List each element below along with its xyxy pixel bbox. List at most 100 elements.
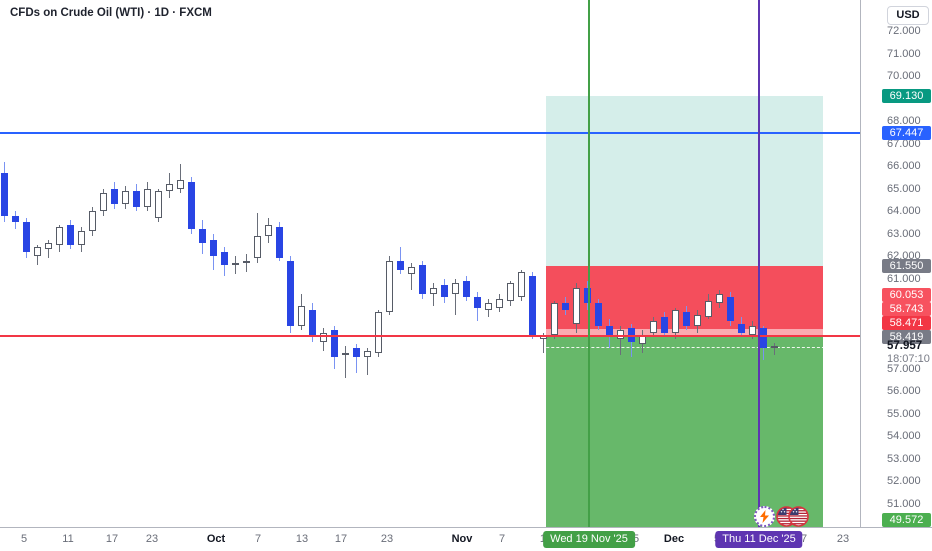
target-range-top-label[interactable]: 69.130	[882, 88, 931, 103]
red-level-2-label[interactable]: 58.743	[882, 301, 931, 316]
candle	[386, 260, 393, 313]
candle	[716, 294, 723, 304]
candle	[331, 330, 338, 358]
chart-plot-area[interactable]	[0, 0, 860, 527]
entry-band-zone[interactable]	[546, 329, 823, 337]
candle	[155, 190, 162, 218]
candle	[100, 193, 107, 211]
candle-wick	[235, 256, 236, 274]
candle	[727, 296, 734, 322]
candle	[584, 287, 591, 304]
day-tick: 11	[62, 533, 74, 545]
candle-wick	[433, 283, 434, 306]
candle	[595, 303, 602, 326]
candle	[441, 285, 448, 297]
candle	[705, 301, 712, 317]
candle	[650, 321, 657, 333]
candle	[243, 260, 250, 263]
price-tick: 66.000	[887, 160, 921, 172]
candle-wick	[48, 240, 49, 259]
candle-wick	[620, 325, 621, 355]
green-vertical-line[interactable]	[588, 0, 590, 527]
candle	[452, 283, 459, 295]
purple-vertical-line[interactable]	[758, 0, 760, 527]
candle	[397, 260, 404, 270]
symbol-title[interactable]: CFDs on Crude Oil (WTI) · 1D · FXCM	[10, 7, 212, 19]
red-horizontal-line[interactable]	[0, 335, 860, 338]
candle	[683, 312, 690, 326]
price-tick: 65.000	[887, 182, 921, 195]
price-tick: 51.000	[887, 497, 921, 510]
candle	[562, 303, 569, 310]
stickers-group	[754, 506, 810, 527]
candle	[375, 312, 382, 353]
time-axis[interactable]: 5111723Oct7131723Nov71325Dec51723 Wed 19…	[0, 527, 932, 551]
stop-level-label[interactable]: 61.550	[882, 259, 931, 274]
currency-button[interactable]: USD	[887, 6, 929, 25]
take-profit-label[interactable]: 49.572	[882, 513, 931, 527]
candle	[606, 325, 613, 335]
purple-vline-date-badge[interactable]: Thu 11 Dec '25	[715, 531, 803, 548]
candle	[166, 184, 173, 191]
us-flag-icon	[788, 506, 809, 527]
lightning-sticker[interactable]	[754, 506, 775, 527]
price-axis[interactable]: USD 72.000 71.000 70.000 68.000 67.000 66.000…	[860, 0, 932, 550]
candle	[298, 305, 305, 326]
day-tick: 7	[498, 533, 506, 545]
day-tick: 23	[145, 533, 159, 545]
candle	[210, 240, 217, 256]
red-level-1-label[interactable]: 60.053	[882, 287, 931, 302]
candle	[1, 172, 8, 216]
month-tick: Oct	[206, 533, 226, 545]
candle	[188, 181, 195, 229]
take-profit-zone[interactable]	[546, 336, 823, 527]
entry-level-label[interactable]: 58.419	[882, 329, 931, 344]
candle-wick	[180, 163, 181, 193]
lightning-icon	[760, 510, 769, 523]
candle	[760, 328, 767, 349]
candle	[177, 179, 184, 189]
candle	[518, 271, 525, 297]
price-tick: 62.000	[887, 250, 921, 262]
candle	[265, 224, 272, 236]
candle-wick	[356, 343, 357, 373]
price-tick: 61.000	[887, 272, 921, 285]
price-tick: 68.000	[887, 115, 921, 127]
candle-wick	[246, 253, 247, 272]
candle	[67, 224, 74, 245]
current-price-readout: 57.957 18:07:10	[887, 340, 930, 365]
candle	[738, 323, 745, 333]
candle	[254, 235, 261, 259]
candle	[342, 352, 349, 355]
candle	[276, 226, 283, 259]
entry-line-label[interactable]: 58.471	[882, 315, 931, 330]
day-tick: 5	[20, 533, 28, 545]
upper-range-zone[interactable]	[546, 95, 823, 267]
candle-wick	[774, 342, 775, 355]
candle-wick	[367, 348, 368, 376]
day-tick: 17	[105, 533, 119, 545]
day-tick: 7	[254, 533, 262, 545]
blue-horizontal-line[interactable]	[0, 132, 860, 135]
price-tick: 53.000	[887, 452, 921, 465]
candle	[694, 314, 701, 326]
candle	[628, 328, 635, 342]
day-tick: 23	[836, 533, 850, 545]
candle-wick	[455, 278, 456, 315]
candle	[353, 348, 360, 358]
candle-wick	[411, 262, 412, 290]
candle	[771, 346, 778, 348]
candle	[485, 303, 492, 310]
green-vline-date-badge[interactable]: Wed 19 Nov '25	[543, 531, 635, 548]
blue-line-label[interactable]: 67.447	[882, 126, 931, 141]
candle	[56, 226, 63, 245]
us-flags-sticker[interactable]	[776, 506, 810, 527]
price-tick: 64.000	[887, 205, 921, 217]
candle	[309, 310, 316, 335]
candle	[89, 211, 96, 232]
candle	[408, 267, 415, 274]
candle	[199, 229, 206, 243]
candle	[122, 190, 129, 205]
candle	[551, 303, 558, 335]
